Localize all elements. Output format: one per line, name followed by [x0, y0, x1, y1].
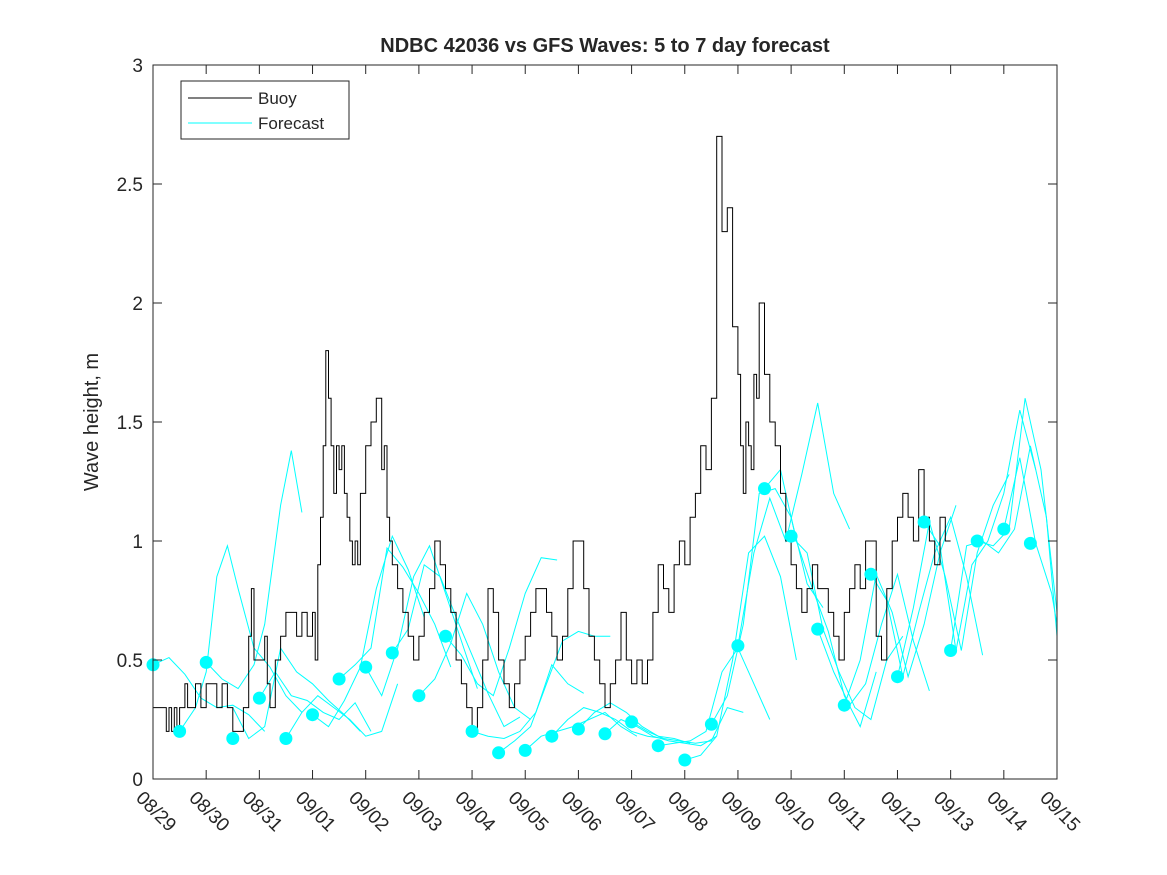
forecast-line-14: [524, 711, 638, 751]
forecast-point: [1023, 536, 1037, 550]
forecast-point: [997, 522, 1011, 536]
forecast-line-22: [737, 402, 851, 646]
legend-box: [180, 80, 350, 140]
forecast-point: [598, 727, 612, 741]
forecast-point: [332, 672, 346, 686]
forecast-point: [252, 691, 266, 705]
forecast-line-24: [790, 535, 904, 721]
series-layer: [146, 135, 1058, 767]
forecast-point: [279, 732, 293, 745]
forecast-line-11: [445, 557, 558, 697]
forecast-point: [678, 753, 692, 767]
y-tick-label: 1: [132, 532, 143, 553]
forecast-point: [571, 722, 585, 736]
y-tick-label: 2: [132, 294, 143, 315]
forecast-point: [758, 482, 771, 496]
forecast-line-23: [764, 468, 877, 728]
y-tick-label: 0.5: [117, 651, 143, 672]
y-axis-label: Wave height, m: [81, 353, 103, 491]
y-tick-label: 3: [132, 56, 143, 77]
legend-forecast-label: Forecast: [258, 114, 324, 133]
forecast-point: [864, 567, 878, 581]
forecast-point: [226, 732, 240, 745]
forecast-line-12: [471, 663, 584, 740]
forecast-line-29: [923, 409, 1037, 651]
forecast-line-25: [817, 572, 930, 707]
forecast-point: [465, 724, 479, 738]
forecast-line-27: [870, 515, 984, 677]
forecast-point: [651, 739, 665, 753]
forecast-point: [492, 746, 506, 760]
forecast-point: [173, 724, 187, 738]
y-tick-label: 0: [132, 770, 143, 791]
forecast-line-19: [658, 647, 771, 747]
y-tick-label: 2.5: [117, 175, 143, 196]
forecast-point: [385, 646, 399, 660]
forecast-line-31: [977, 398, 1058, 613]
forecast-point: [970, 534, 984, 548]
y-tick-label: 1.5: [117, 413, 143, 434]
forecast-point: [625, 715, 639, 729]
forecast-line-20: [684, 535, 797, 761]
forecast-point: [944, 644, 958, 657]
forecast-line-4: [258, 670, 372, 732]
forecast-point: [439, 629, 452, 643]
forecast-point: [837, 698, 851, 712]
forecast-point: [306, 708, 319, 722]
legend-buoy-label: Buoy: [258, 89, 297, 108]
forecast-line-18: [631, 706, 744, 744]
plot-area: [153, 65, 1057, 779]
forecast-point: [731, 639, 745, 653]
legend: Buoy Forecast: [180, 80, 350, 140]
forecast-point: [518, 743, 532, 757]
forecast-point: [412, 689, 426, 703]
forecast-point: [704, 717, 718, 731]
forecast-point: [199, 655, 213, 669]
forecast-line-30: [950, 445, 1058, 651]
forecast-point: [811, 622, 825, 636]
forecast-point: [784, 529, 798, 543]
forecast-line-17: [604, 718, 717, 747]
forecast-point: [545, 729, 559, 743]
forecast-line-10: [418, 592, 531, 720]
forecast-line-6: [312, 534, 425, 728]
forecast-point: [917, 515, 931, 529]
forecast-point: [891, 670, 904, 684]
forecast-line-2: [205, 450, 303, 690]
forecast-line-15: [551, 707, 664, 739]
forecast-line-13: [498, 630, 611, 754]
forecast-point: [359, 660, 373, 674]
forecast-line-28: [897, 474, 1010, 677]
forecast-line-5: [285, 683, 399, 739]
forecast-line-7: [338, 546, 452, 680]
forecast-line-0: [152, 656, 266, 732]
buoy-line: [153, 135, 951, 732]
chart-title: NDBC 42036 vs GFS Waves: 5 to 7 day fore…: [380, 35, 830, 57]
forecast-line-8: [365, 544, 478, 697]
